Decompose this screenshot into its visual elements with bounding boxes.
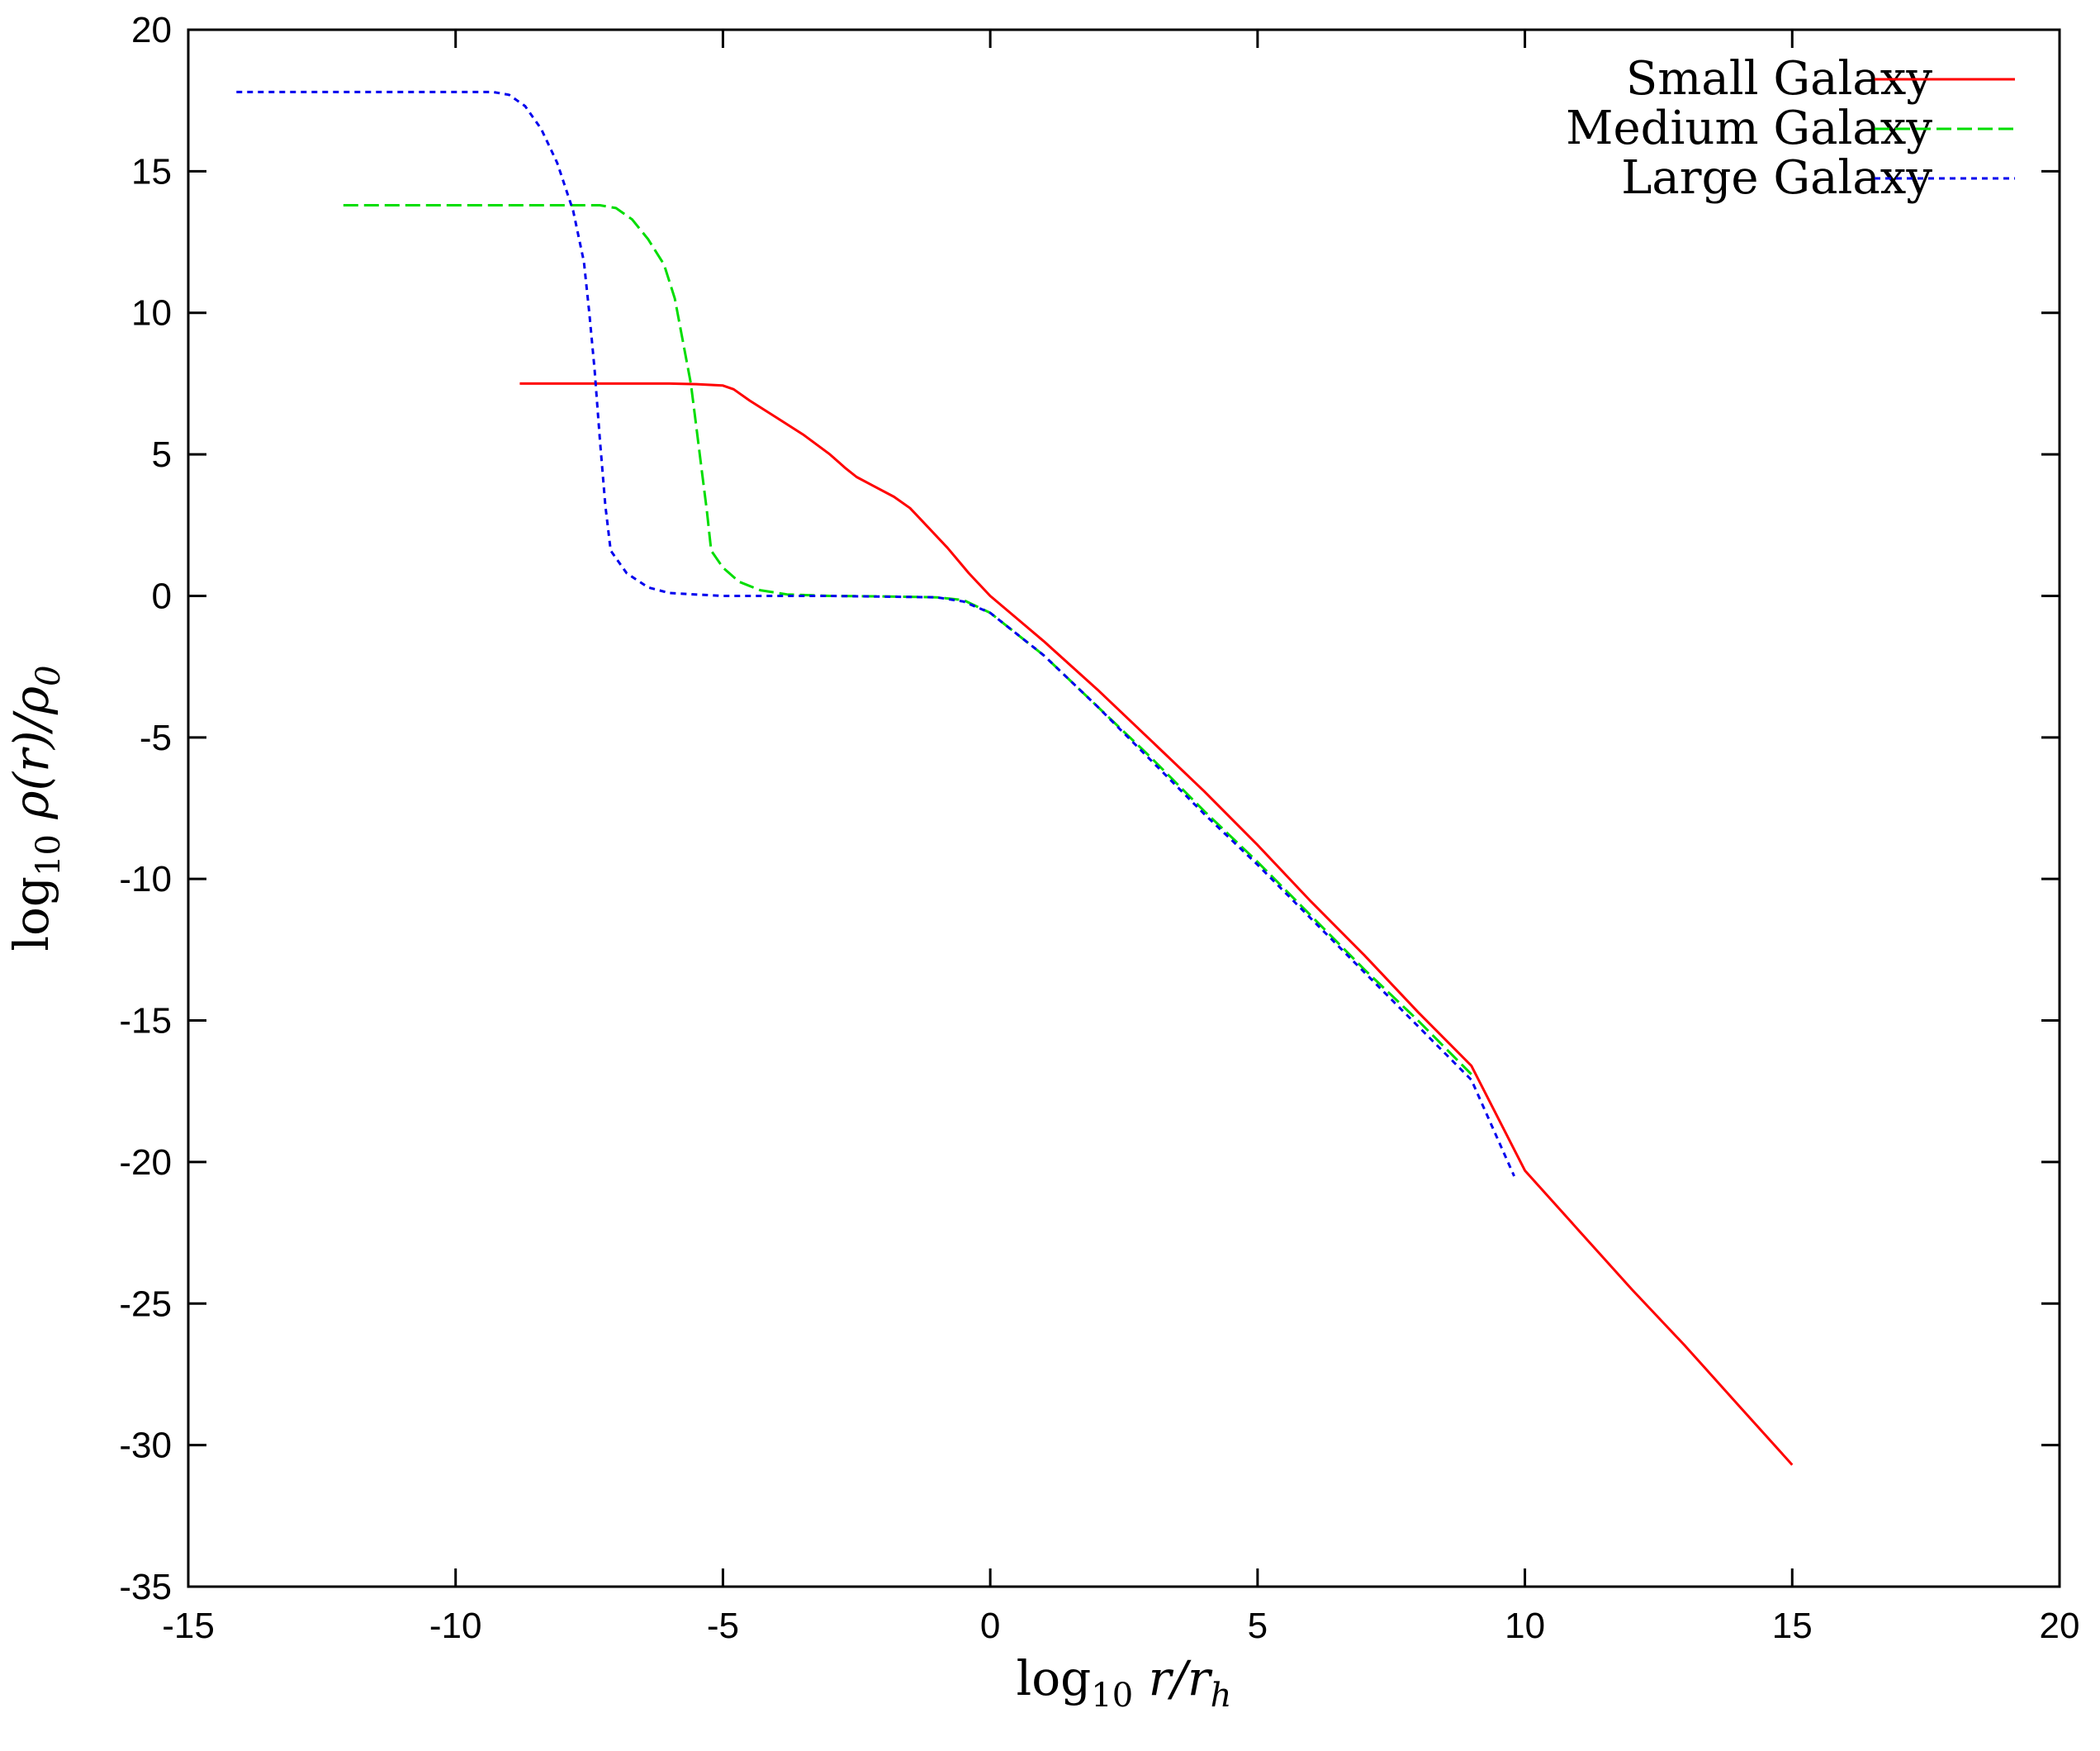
y-tick-label: 5 (152, 434, 172, 475)
y-axis-label-main: ρ(r)/ρ (3, 686, 59, 834)
x-tick-label: 0 (980, 1606, 1000, 1646)
tick-labels: -15 -10 -5 0 5 10 15 20 -35 -30 -25 -20 -15 -10 -5 0 5 10… (119, 10, 2079, 1646)
x-tick-label: 15 (1772, 1606, 1813, 1646)
plot-frame (187, 28, 2061, 1588)
x-axis-label-main: r/r (1133, 1650, 1213, 1706)
y-tick-label: -20 (119, 1142, 172, 1183)
y-axis-label: log10 ρ(r)/ρ0 (3, 665, 68, 951)
legend-label: Large Galaxy (1621, 151, 1932, 205)
legend-label: Medium Galaxy (1566, 102, 1932, 155)
y-axis-label-prefix-sub: 10 (30, 834, 68, 876)
x-tick-label: -10 (429, 1606, 482, 1646)
y-tick-label: 15 (131, 151, 172, 192)
x-axis-label: log10 r/rh (1017, 1650, 1232, 1715)
series-line-small-galaxy (519, 382, 1794, 1466)
y-tick-label: -10 (119, 859, 172, 899)
x-tick-label: -15 (162, 1606, 215, 1646)
y-tick-label: -5 (140, 718, 172, 758)
x-tick-label: 20 (2040, 1606, 2080, 1646)
y-tick-label: 20 (131, 10, 172, 50)
series-line-large-galaxy (236, 90, 1515, 1177)
x-tick-label: 5 (1248, 1606, 1268, 1646)
x-axis-label-main-sub: h (1211, 1677, 1232, 1715)
y-axis-label-prefix: log (3, 876, 59, 951)
y-axis-label-main-sub: 0 (30, 665, 68, 686)
y-tick-label: -25 (119, 1284, 172, 1324)
series-line-medium-galaxy (343, 204, 1472, 1075)
x-axis-label-prefix: log (1017, 1650, 1092, 1706)
y-tick-label: 10 (131, 293, 172, 334)
y-tick-label: -35 (119, 1567, 172, 1607)
x-tick-label: -5 (707, 1606, 739, 1646)
plot-lines (236, 90, 1794, 1466)
ticks (187, 28, 2061, 1588)
x-tick-label: 10 (1505, 1606, 1545, 1646)
y-tick-label: -15 (119, 1001, 172, 1042)
x-axis-label-prefix-sub: 10 (1091, 1677, 1133, 1715)
y-tick-label: 0 (152, 576, 172, 616)
y-tick-label: -30 (119, 1426, 172, 1466)
